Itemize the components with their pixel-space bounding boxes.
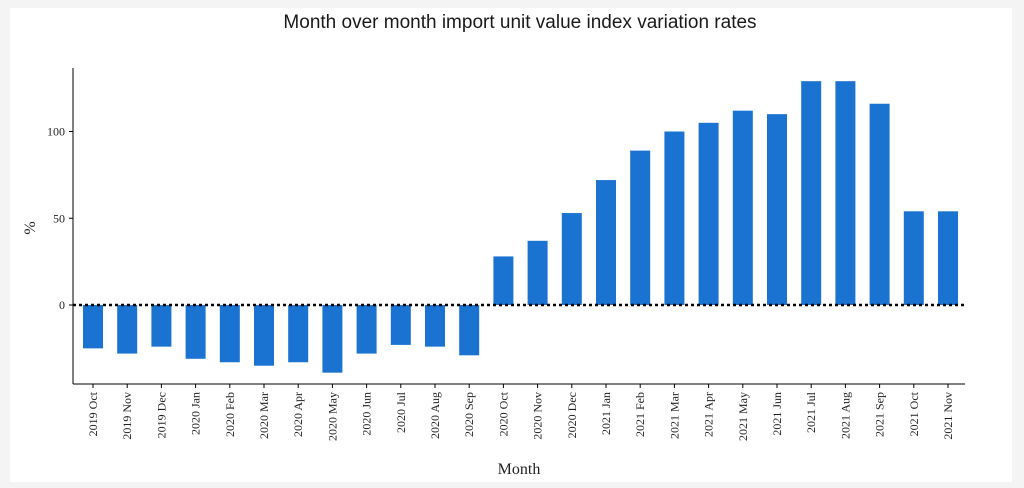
bar-2021-jul (801, 81, 822, 305)
bars-group (83, 81, 958, 373)
bar-2020-may (322, 305, 343, 373)
bar-2021-jan (596, 180, 616, 305)
bar-2019-nov (117, 305, 138, 354)
x-tick-label: 2020 May (325, 392, 339, 441)
bar-2021-may (732, 110, 753, 306)
x-tick-label: 2020 Oct (496, 391, 510, 436)
x-tick-label: 2020 Dec (565, 392, 579, 438)
x-tick-label: 2019 Nov (120, 392, 134, 440)
bar-2020-dec (561, 213, 582, 305)
x-tick-label: 2020 Apr (291, 392, 305, 437)
x-tick-label: 2021 Mar (667, 392, 681, 439)
x-ticks: 2019 Oct 2019 Nov 2019 Dec 2020 Jan 2020 Feb… (86, 384, 955, 441)
bar-2020-feb (219, 305, 240, 363)
bar-2021-sep (869, 103, 890, 306)
x-tick-label: 2021 Jul (804, 391, 818, 433)
x-tick-label: 2020 Jan (189, 392, 203, 435)
bar-2020-oct (493, 256, 514, 305)
x-tick-label: 2020 Mar (257, 392, 271, 439)
y-tick-label: 0 (59, 298, 65, 312)
y-axis-title: % (22, 221, 39, 234)
x-tick-label: 2019 Oct (86, 391, 100, 436)
x-tick-label: 2021 Apr (702, 392, 716, 437)
bar-2020-nov (527, 240, 548, 305)
x-tick-label: 2020 Feb (223, 392, 237, 437)
bar-2019-oct (83, 305, 103, 349)
y-ticks: 0 50 100 (47, 125, 73, 312)
bar-2020-aug (425, 305, 445, 347)
x-tick-label: 2020 Jul (394, 391, 408, 433)
x-tick-label: 2021 Aug (838, 392, 852, 439)
x-tick-label: 2021 May (736, 392, 750, 441)
x-tick-label: 2021 Oct (907, 391, 921, 436)
x-tick-label: 2020 Sep (462, 392, 476, 437)
bar-2021-feb (630, 150, 651, 305)
bar-2020-jan (185, 305, 206, 359)
bar-2021-oct (903, 211, 924, 305)
x-tick-label: 2021 Nov (941, 392, 955, 440)
y-tick-label: 50 (53, 211, 65, 225)
chart-title: Month over month import unit value index… (283, 12, 757, 33)
bar-2019-dec (151, 305, 172, 347)
x-axis-title: Month (498, 461, 541, 478)
x-tick-label: 2019 Dec (154, 392, 168, 438)
bar-2021-mar (664, 131, 685, 305)
y-tick-label: 100 (47, 125, 65, 139)
bar-2020-jul (390, 305, 411, 345)
bar-2020-sep (459, 305, 480, 356)
bar-2021-aug (835, 81, 856, 305)
bar-2021-apr (698, 122, 719, 305)
bar-2021-nov (938, 211, 958, 305)
bar-2020-mar (254, 305, 274, 366)
x-tick-label: 2020 Jun (360, 392, 374, 436)
x-tick-label: 2021 Jan (599, 392, 613, 435)
x-tick-label: 2020 Nov (531, 392, 545, 440)
x-tick-label: 2021 Jun (770, 392, 784, 436)
bar-2020-jun (356, 305, 377, 354)
bar-2020-apr (288, 305, 309, 363)
x-tick-label: 2021 Sep (873, 392, 887, 437)
x-tick-label: 2020 Aug (428, 392, 442, 439)
bar-2021-jun (767, 114, 787, 306)
x-tick-label: 2021 Feb (633, 392, 647, 437)
